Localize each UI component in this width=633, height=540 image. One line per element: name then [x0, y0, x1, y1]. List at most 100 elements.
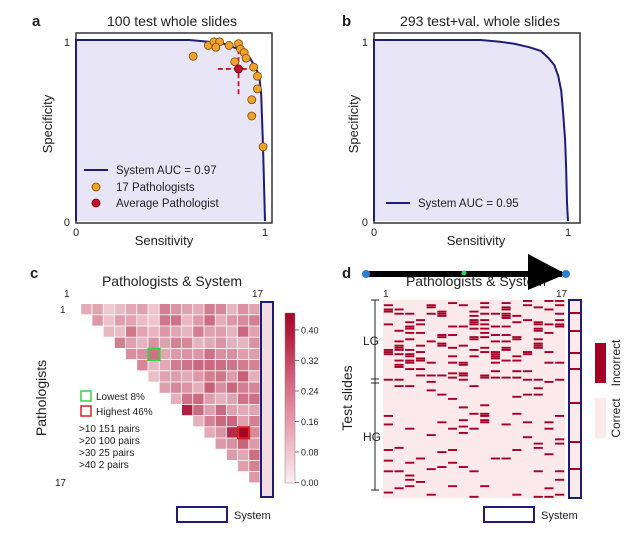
incorrect-cell: [469, 338, 479, 341]
incorrect-cell: [394, 312, 404, 315]
legend-correct-swatch: [595, 398, 606, 438]
heatmap-cell: [159, 337, 170, 348]
incorrect-cell: [555, 312, 565, 315]
incorrect-cell: [480, 336, 490, 339]
incorrect-cell: [469, 314, 479, 317]
incorrect-cell: [458, 419, 468, 422]
heatmap-cell: [182, 348, 193, 360]
incorrect-cell: [555, 493, 565, 496]
incorrect-cell: [522, 351, 533, 354]
incorrect-cell: [544, 323, 554, 326]
matrix-system-cells: [570, 312, 580, 470]
pathologist-point: [188, 51, 198, 61]
incorrect-cell: [533, 446, 543, 449]
incorrect-cell: [501, 308, 511, 311]
heatmap-cell: [182, 404, 193, 416]
arrow-mid-handle[interactable]: [461, 270, 467, 276]
incorrect-cell: [426, 304, 436, 307]
heatmap-cell: [204, 371, 215, 382]
heatmap-cell: [103, 326, 114, 337]
arrow-start-handle[interactable]: [362, 270, 370, 278]
heatmap-cell: [249, 360, 260, 371]
incorrect-cell: [512, 370, 522, 373]
incorrect-cell: [437, 314, 447, 317]
incorrect-cell: [458, 466, 468, 468]
heatmap-cell: [137, 348, 148, 360]
heatmap-cell: [193, 337, 204, 348]
incorrect-cell: [415, 319, 426, 322]
incorrect-cell: [501, 376, 511, 379]
heatmap-cell: [148, 371, 159, 382]
incorrect-cell: [437, 336, 447, 339]
incorrect-cell: [555, 323, 565, 326]
heatmap-cell: [215, 427, 226, 438]
heatmap-cell: [114, 315, 126, 326]
incorrect-cell: [394, 363, 404, 366]
heatmap-cell: [126, 304, 137, 315]
heatmap-cell: [193, 360, 204, 371]
incorrect-cell: [544, 308, 554, 311]
pathologist-point: [253, 84, 262, 94]
legend-a-pathologist-swatch: [91, 182, 101, 192]
incorrect-cell: [448, 376, 458, 379]
heatmap-cell: [226, 371, 238, 382]
incorrect-cell: [480, 319, 490, 322]
incorrect-cell: [437, 466, 447, 468]
panel-a-xtick-0: 0: [73, 227, 79, 239]
incorrect-cell: [501, 314, 511, 317]
incorrect-cell: [448, 461, 458, 464]
incorrect-cell: [405, 331, 415, 334]
incorrect-cell: [415, 359, 426, 362]
arrow-end-handle[interactable]: [562, 270, 570, 278]
incorrect-cell: [383, 353, 393, 356]
legend-lowest-swatch: [80, 390, 92, 402]
incorrect-cell: [501, 359, 511, 362]
incorrect-cell: [383, 491, 393, 494]
incorrect-cell: [555, 438, 565, 441]
legend-a-average-swatch: [91, 198, 101, 208]
incorrect-cell: [501, 334, 511, 336]
heatmap-cell: [238, 304, 249, 315]
heatmap-cell: [226, 404, 238, 416]
incorrect-cell: [469, 427, 479, 430]
incorrect-cell: [555, 325, 565, 328]
heatmap-cell: [204, 304, 215, 315]
legend-incorrect-swatch: [595, 343, 606, 383]
incorrect-cell: [437, 421, 447, 424]
incorrect-cell: [501, 346, 511, 349]
heatmap-cell: [114, 337, 126, 348]
panel-d: d Pathologists & System 1 17 LG HG Test …: [339, 254, 623, 523]
incorrect-cell: [522, 378, 533, 381]
incorrect-cell: [469, 412, 479, 415]
incorrect-cell: [544, 495, 554, 498]
incorrect-cell: [480, 421, 490, 424]
incorrect-cell: [448, 325, 458, 328]
incorrect-cell: [426, 374, 436, 377]
colorbar-tick-label: 0.00: [301, 478, 319, 488]
heatmap-cell: [249, 348, 260, 360]
incorrect-cell: [394, 385, 404, 388]
incorrect-cell: [469, 470, 479, 473]
incorrect-cell: [480, 404, 490, 407]
heatmap-cell: [249, 304, 260, 315]
incorrect-cell: [458, 432, 468, 434]
heatmap-cell: [159, 304, 170, 315]
heatmap-cell: [148, 348, 159, 360]
heatmap-cell: [249, 371, 260, 382]
incorrect-cell: [480, 306, 490, 309]
heatmap-cell: [137, 337, 148, 348]
heatmap-cell: [238, 326, 249, 337]
incorrect-cell: [405, 427, 415, 430]
incorrect-cell: [448, 449, 458, 451]
incorrect-cell: [522, 304, 533, 307]
incorrect-cell: [533, 321, 543, 324]
incorrect-cell: [555, 319, 565, 322]
heatmap-cell: [238, 460, 249, 472]
incorrect-cell: [533, 342, 543, 345]
legend-pairs-40: >40 2 pairs: [79, 460, 129, 471]
incorrect-cell: [469, 495, 479, 498]
incorrect-cell: [501, 340, 511, 343]
heatmap-cell: [182, 371, 193, 382]
incorrect-cell: [448, 334, 458, 336]
incorrect-cell: [533, 387, 543, 390]
